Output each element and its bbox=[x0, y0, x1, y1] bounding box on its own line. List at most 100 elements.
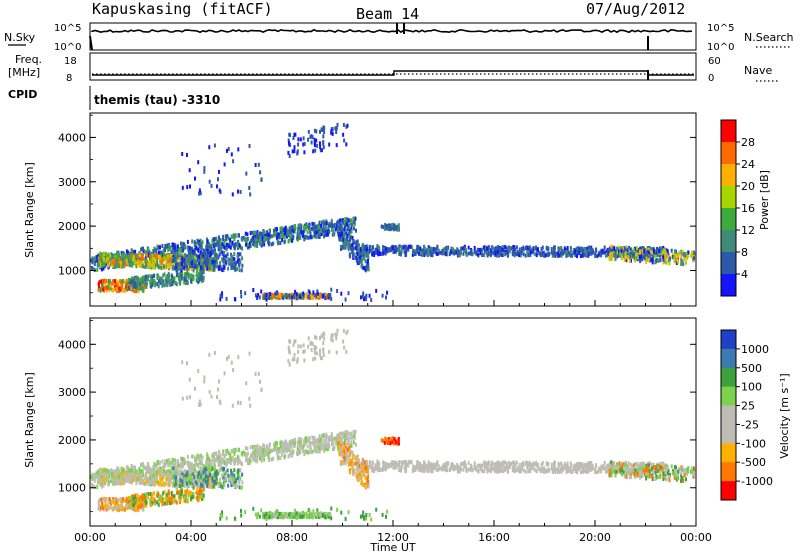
rti-cell bbox=[115, 282, 118, 287]
rti-cell bbox=[211, 262, 214, 267]
rti-cell bbox=[287, 229, 290, 234]
rti-cell bbox=[371, 252, 374, 257]
rti-cell bbox=[191, 255, 194, 260]
rti-cell bbox=[613, 247, 616, 252]
rti-cell bbox=[309, 293, 312, 298]
rti-cell bbox=[451, 247, 454, 252]
rti-cell bbox=[323, 130, 326, 135]
rti-cell bbox=[445, 245, 448, 250]
rti-cell bbox=[299, 223, 302, 228]
rti-cell bbox=[262, 240, 264, 245]
rti-cell bbox=[213, 461, 216, 466]
rti-cell bbox=[93, 472, 96, 477]
rti-cell bbox=[489, 469, 492, 474]
rti-cell bbox=[95, 255, 98, 260]
rti-cell bbox=[347, 291, 350, 296]
rti-cell bbox=[155, 253, 158, 258]
rti-cell bbox=[202, 275, 205, 280]
rti-cell bbox=[377, 465, 379, 469]
rti-cell bbox=[630, 258, 632, 263]
colorbar-tick-label: 20 bbox=[741, 180, 755, 193]
rti-cell bbox=[687, 250, 690, 255]
rti-cell bbox=[314, 292, 317, 297]
rti-cell bbox=[213, 259, 216, 264]
rti-cell bbox=[179, 266, 182, 271]
rti-cell bbox=[152, 254, 155, 259]
rti-cell bbox=[210, 243, 213, 248]
rti-cell bbox=[654, 260, 657, 265]
rti-cell bbox=[353, 222, 356, 227]
rti-cell bbox=[346, 436, 349, 441]
rti-cell bbox=[446, 246, 449, 251]
rti-cell bbox=[188, 461, 191, 466]
rti-cell bbox=[371, 245, 374, 250]
rti-cell bbox=[460, 246, 463, 251]
rti-cell bbox=[219, 261, 222, 266]
rti-cell bbox=[249, 459, 252, 464]
rti-cell bbox=[221, 457, 224, 462]
rti-cell bbox=[122, 256, 124, 261]
rti-cell bbox=[313, 233, 316, 238]
rti-cell bbox=[158, 250, 160, 255]
rti-cell bbox=[316, 291, 319, 296]
nsearch-tick-low: 10^0 bbox=[707, 42, 734, 53]
rti-cell bbox=[358, 261, 360, 266]
rti-cell bbox=[166, 244, 169, 249]
rti-cell bbox=[652, 462, 655, 467]
rti-cell bbox=[393, 465, 396, 470]
rti-cell bbox=[292, 443, 295, 448]
rti-cell bbox=[236, 243, 239, 248]
rti-cell bbox=[468, 251, 471, 256]
rti-cell bbox=[306, 444, 309, 449]
rti-cell bbox=[233, 252, 236, 257]
rti-cell bbox=[101, 484, 103, 489]
rti-cell bbox=[256, 240, 259, 245]
rti-cell bbox=[602, 464, 605, 469]
rti-cell bbox=[638, 250, 641, 255]
rti-cell bbox=[206, 460, 209, 465]
rti-cell bbox=[198, 188, 201, 193]
rti-cell bbox=[582, 250, 585, 255]
rti-cell bbox=[99, 252, 102, 257]
rti-cell bbox=[344, 297, 347, 302]
rti-cell bbox=[345, 124, 348, 129]
rti-cell bbox=[190, 249, 193, 254]
rti-cell bbox=[264, 451, 267, 455]
rti-cell bbox=[497, 245, 500, 250]
rti-cell bbox=[236, 245, 239, 250]
rti-cell bbox=[167, 276, 170, 281]
rti-cell bbox=[499, 248, 502, 253]
rti-cell bbox=[193, 251, 196, 256]
rti-cell bbox=[662, 255, 665, 260]
rti-cell bbox=[269, 448, 272, 453]
rti-cell bbox=[294, 132, 297, 137]
rti-cell bbox=[355, 240, 358, 245]
rti-cell bbox=[129, 286, 132, 291]
rti-cell bbox=[213, 143, 216, 148]
rti-cell bbox=[148, 265, 151, 270]
rti-cell bbox=[453, 248, 456, 253]
rti-cell bbox=[287, 443, 290, 448]
rti-cell bbox=[386, 226, 389, 231]
rti-cell bbox=[367, 249, 370, 254]
rti-cell bbox=[210, 257, 213, 262]
rti-cell bbox=[298, 440, 301, 445]
rti-cell bbox=[224, 258, 227, 263]
rti-cell bbox=[192, 262, 195, 267]
rti-cell bbox=[280, 226, 283, 231]
rti-cell bbox=[681, 249, 684, 254]
rti-cell bbox=[144, 250, 147, 255]
rti-cell bbox=[513, 251, 516, 256]
rti-cell bbox=[338, 235, 340, 240]
rti-cell bbox=[146, 276, 149, 281]
rti-cell bbox=[363, 245, 366, 249]
rti-cell bbox=[581, 253, 584, 258]
rti-cell bbox=[430, 250, 433, 255]
rti-cell bbox=[284, 439, 287, 444]
rti-cell bbox=[645, 255, 648, 260]
rti-cell bbox=[96, 258, 99, 263]
rti-cell bbox=[386, 249, 389, 254]
rti-cell bbox=[341, 244, 344, 249]
colorbar-tick-label: 28 bbox=[741, 136, 755, 149]
rti-cell bbox=[622, 254, 625, 259]
